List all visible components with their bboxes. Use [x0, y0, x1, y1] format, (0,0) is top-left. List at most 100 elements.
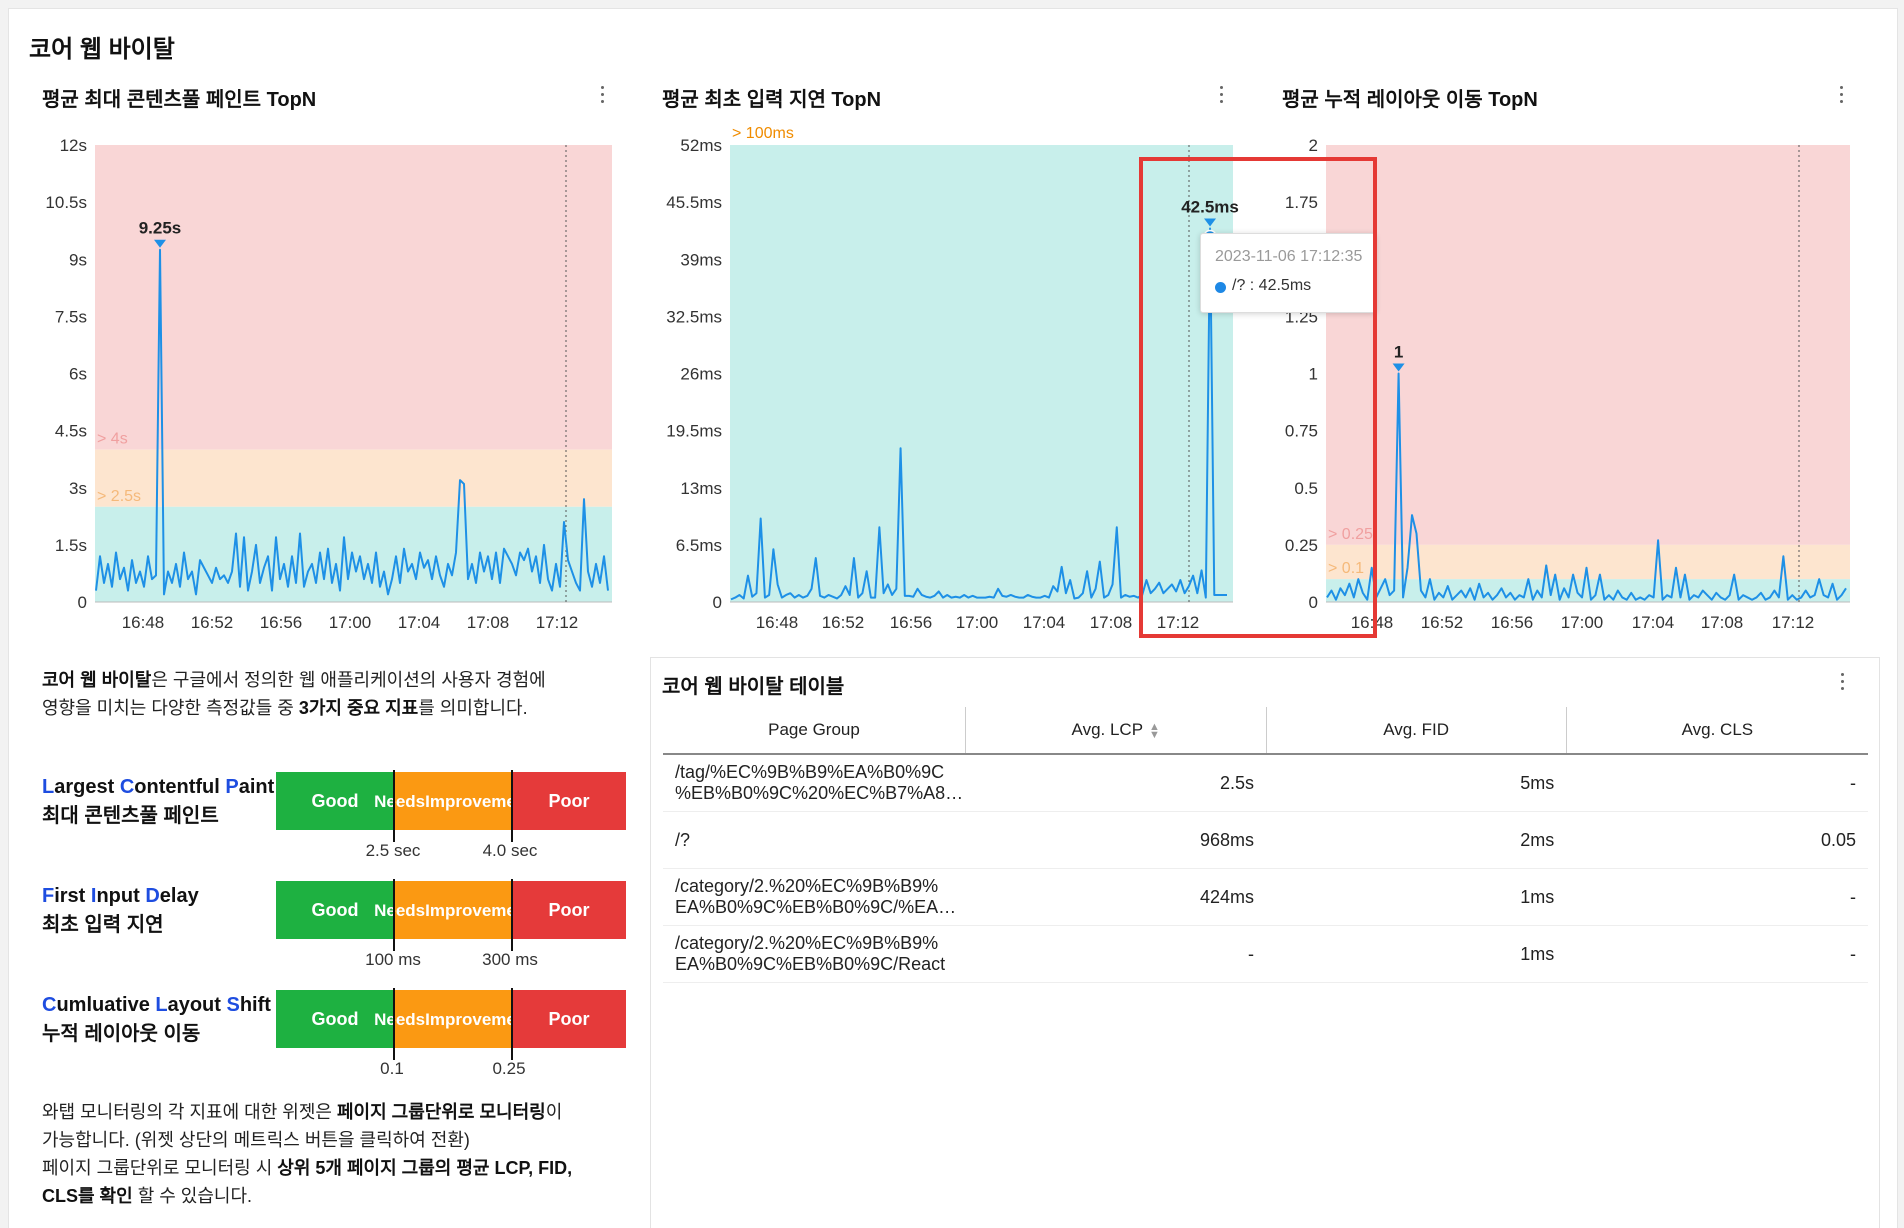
table-menu-icon[interactable] [1837, 671, 1847, 693]
x-tick-label: 16:48 [1351, 613, 1394, 632]
peak-marker-icon [1392, 363, 1405, 372]
lcp-metric-korean: 최대 콘텐츠풀 페인트 [42, 805, 219, 827]
desc-text: 이 [545, 1102, 563, 1122]
table-row[interactable]: /tag/%EC%9B%B9%EA%B0%9C %EB%B0%9C%20%EC%B… [663, 754, 1868, 812]
intro-description: 코어 웹 바이탈은 구글에서 정의한 웹 애플리케이션의 사용자 경험에 영향을… [42, 666, 642, 722]
lcp-line-chart[interactable]: 0 1.5s 3s 4.5s 6s 7.5s 9s 10.5s 12s 16:48 16:52 16:… [30, 120, 630, 640]
metric-name-part: elay [159, 885, 199, 907]
cls-metric-name: Cumluative Layout Shift [42, 994, 271, 1016]
y-tick-label: 6s [69, 365, 87, 384]
lcp-metric-name: Largest Contentful Paint [42, 776, 274, 798]
fid-metric-label: First Input Delay 최초 입력 지연 [42, 882, 199, 940]
fid-chart-menu-icon[interactable] [1216, 84, 1226, 106]
x-tick-label: 16:48 [756, 613, 799, 632]
lcp-chart-title: 평균 최대 콘텐츠풀 페인트 TopN [42, 89, 317, 111]
x-tick-label: 17:00 [329, 613, 372, 632]
metric-name-part: hift [239, 994, 271, 1016]
desc-emphasis: 상위 5개 페이지 그룹의 평균 LCP, FID, [277, 1158, 573, 1178]
cls-threshold-low: 0.1 [380, 1059, 404, 1078]
good-segment: Good [276, 772, 394, 830]
needs-label-word: Improvement [425, 791, 532, 811]
page-group-line: /tag/%EC%9B%B9%EA%B0%9C [675, 762, 945, 782]
y-tick-label: 0.25 [1285, 536, 1318, 555]
x-tick-label: 17:00 [1561, 613, 1604, 632]
monitoring-description: 와탭 모니터링의 각 지표에 대한 위젯은 페이지 그룹단위로 모니터링이 가능… [42, 1098, 642, 1210]
cls-chart-menu-icon[interactable] [1836, 84, 1846, 106]
metric-initial: I [90, 885, 97, 907]
x-tick-label: 17:12 [1157, 613, 1200, 632]
needs-label-word: Needs [374, 1009, 426, 1029]
table-header-row: Page Group Avg. LCP ▲ ▼ Avg. FID Avg. CLS [663, 707, 1868, 755]
needs-label-word: Needs [374, 791, 426, 811]
desc-text: 를 의미합니다. [418, 698, 528, 718]
tooltip-series-dot-icon [1215, 282, 1226, 293]
cwv-table-card: 코어 웹 바이탈 테이블 Page Group Avg. LCP ▲ ▼ Avg. … [650, 657, 1880, 1228]
y-tick-label: 0.5 [1294, 479, 1318, 498]
desc-text: 할 수 있습니다. [132, 1186, 253, 1206]
column-header-page-group[interactable]: Page Group [663, 707, 966, 755]
peak-marker-icon [154, 239, 166, 248]
column-header-avg-fid[interactable]: Avg. FID [1265, 707, 1567, 755]
metric-name-part: aint [238, 776, 275, 798]
cell-lcp: 968ms [965, 811, 1266, 869]
desc-text: 영향을 미치는 다양한 측정값들 중 [42, 698, 299, 718]
needs-label-word: Needs [374, 900, 426, 920]
x-tick-label: 16:52 [1421, 613, 1464, 632]
cell-page-group[interactable]: /category/2.%20%EC%9B%B9% EA%B0%9C%EB%B0%… [663, 868, 966, 926]
column-header-label: Avg. LCP [1071, 720, 1144, 739]
desc-emphasis: 페이지 그룹단위로 모니터링 [336, 1102, 546, 1122]
y-tick-label: 4.5s [55, 422, 87, 441]
tooltip-value: /? : 42.5ms [1232, 277, 1312, 294]
sort-icon[interactable]: ▲ ▼ [1149, 720, 1160, 741]
metric-initial: F [42, 885, 55, 907]
cell-page-group[interactable]: /tag/%EC%9B%B9%EA%B0%9C %EB%B0%9C%20%EC%B… [663, 754, 966, 812]
cls-line-chart[interactable]: 00.250.50.7511.251.51.75216:4816:5216:56… [1270, 120, 1880, 640]
y-tick-label: 3s [69, 479, 87, 498]
poor-segment: Poor [512, 990, 626, 1048]
metric-initial: S [226, 994, 240, 1016]
y-tick-label: 19.5ms [666, 422, 722, 441]
cls-threshold-bar: Good Needs Improvement Poor [276, 988, 626, 1060]
y-tick-label: 12s [60, 136, 87, 155]
x-tick-label: 17:08 [467, 613, 510, 632]
x-tick-label: 16:52 [822, 613, 865, 632]
x-tick-label: 17:00 [956, 613, 999, 632]
x-tick-label: 16:56 [1491, 613, 1534, 632]
cls-chart-title: 평균 누적 레이아웃 이동 TopN [1282, 89, 1538, 111]
page-group-line: EA%B0%9C%EB%B0%9C/React [675, 954, 946, 974]
table-row[interactable]: /? 968ms 2ms 0.05 [663, 811, 1868, 869]
lcp-chart-menu-icon[interactable] [597, 84, 607, 106]
metric-initial: C [119, 776, 135, 798]
cell-page-group[interactable]: /? [663, 811, 966, 869]
metric-name-part: argest [54, 776, 120, 798]
zone-label: > 100ms [732, 125, 794, 142]
page-group-line: %EB%B0%9C%20%EC%B7%A8… [675, 783, 964, 803]
fid-line-chart[interactable]: 0 6.5ms 13ms 19.5ms 26ms 32.5ms 39ms 45.5ms 52ms… [650, 120, 1250, 640]
page-group-line: /category/2.%20%EC%9B%B9% [675, 876, 939, 896]
table-row[interactable]: /category/2.%20%EC%9B%B9% EA%B0%9C%EB%B0%… [663, 868, 1868, 926]
column-header-avg-lcp[interactable]: Avg. LCP ▲ ▼ [964, 707, 1266, 755]
lcp-threshold-low: 2.5 sec [365, 841, 421, 860]
cls-metric-korean: 누적 레이아웃 이동 [42, 1023, 201, 1045]
metric-name-part: umluative [56, 994, 156, 1016]
x-tick-label: 16:56 [890, 613, 933, 632]
x-tick-label: 17:12 [1772, 613, 1815, 632]
zone-label: > 0.1 [1328, 560, 1364, 577]
x-tick-label: 17:04 [1023, 613, 1066, 632]
desc-text: 페이지 그룹단위로 모니터링 시 [42, 1158, 278, 1178]
cell-lcp: 424ms [965, 868, 1266, 926]
y-tick-label: 0.75 [1285, 422, 1318, 441]
y-tick-label: 0 [713, 593, 722, 612]
needs-improvement-segment: Needs Improvement [374, 772, 532, 830]
y-tick-label: 45.5ms [666, 193, 722, 212]
x-tick-label: 17:08 [1701, 613, 1744, 632]
good-zone [730, 145, 1233, 602]
zone-label: > 0.25 [1328, 526, 1373, 543]
metric-name-part: ayout [167, 994, 227, 1016]
poor-segment: Poor [512, 772, 626, 830]
cell-page-group[interactable]: /category/2.%20%EC%9B%B9% EA%B0%9C%EB%B0%… [663, 925, 966, 983]
table-row[interactable]: /category/2.%20%EC%9B%B9% EA%B0%9C%EB%B0%… [663, 925, 1868, 983]
cell-cls: - [1566, 868, 1868, 926]
column-header-avg-cls[interactable]: Avg. CLS [1565, 707, 1868, 755]
cell-fid: 2ms [1266, 811, 1567, 869]
